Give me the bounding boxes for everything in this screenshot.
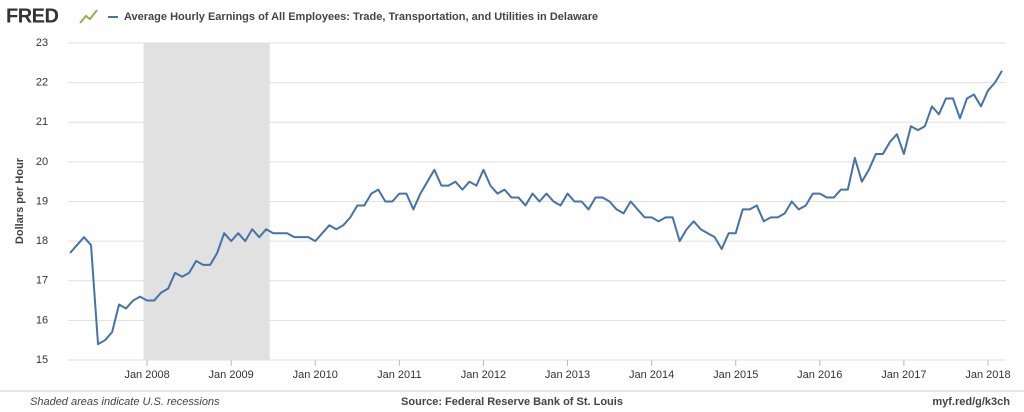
y-tick-label: 15 [36, 354, 48, 366]
y-tick-label: 22 [36, 77, 48, 89]
x-tick-label: Jan 2011 [377, 369, 421, 381]
logo-icon [79, 9, 98, 24]
y-tick-label: 16 [36, 314, 48, 326]
recession-note: Shaded areas indicate U.S. recessions [30, 396, 220, 408]
x-tick-label: Jan 2009 [209, 369, 254, 381]
x-tick-label: Jan 2017 [881, 369, 926, 381]
y-axis-label: Dollars per Hour [14, 157, 26, 244]
y-tick-label: 19 [36, 195, 48, 207]
series-line [69, 70, 1003, 346]
url: myf.red/g/k3ch [932, 396, 1010, 408]
x-tick-label: Jan 2013 [545, 369, 590, 381]
x-tick-label: Jan 2018 [965, 369, 1010, 381]
plot-area [68, 42, 1006, 366]
source: Source: Federal Reserve Bank of St. Loui… [401, 396, 623, 408]
y-tick-label: 18 [36, 235, 48, 247]
legend-label: Average Hourly Earnings of All Employees… [124, 11, 598, 23]
y-tick-label: 21 [36, 116, 48, 128]
logo: FRED [6, 5, 59, 27]
x-tick-label: Jan 2016 [797, 369, 842, 381]
x-tick-label: Jan 2010 [293, 369, 338, 381]
x-tick-label: Jan 2008 [124, 369, 169, 381]
y-tick-label: 17 [36, 275, 48, 287]
y-tick-label: 23 [36, 37, 48, 49]
x-tick-label: Jan 2015 [713, 369, 758, 381]
y-tick-label: 20 [36, 156, 48, 168]
x-tick-label: Jan 2012 [461, 369, 506, 381]
x-tick-label: Jan 2014 [629, 369, 674, 381]
